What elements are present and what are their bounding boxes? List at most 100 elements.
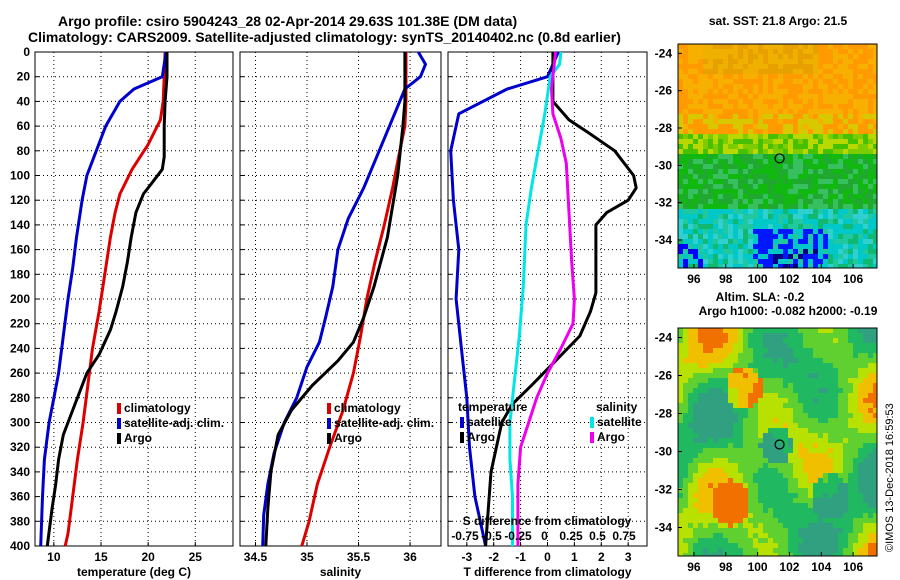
y-tick-label: 260 [10,366,30,380]
y-tick-label: 60 [17,119,31,133]
y-tick-label: 20 [17,70,31,84]
y-tick-label: 360 [10,490,30,504]
x-axis-label: salinity [320,565,362,579]
map-y-tick-label: -30 [655,445,673,459]
series-line-satellite-adj-clim- [39,51,168,547]
x-tick-label-salinity: 0.25 [559,529,583,543]
chart-title-line1: Argo profile: csiro 5904243_28 02-Apr-20… [58,13,518,29]
x-axis-label: T difference from climatology [463,565,631,579]
sla-map-title-line1: Altim. SLA: -0.2 [716,290,805,304]
legend-label: satellite-adj. clim. [334,416,434,430]
difference-profile-frame [447,51,648,547]
x-tick-label: 25 [189,550,203,564]
map-x-tick-label: 96 [687,560,701,574]
y-tick-label: 320 [10,440,30,454]
x-axis-label-salinity: S difference from climatology [463,514,632,528]
map-x-tick-label: 100 [748,272,768,286]
y-tick-label: 180 [10,267,30,281]
sla-map-image [678,328,879,559]
legend-label: satellite [467,415,512,429]
y-tick-label: 160 [10,243,30,257]
series-line-argo [45,52,169,547]
map-x-tick-label: 98 [719,272,733,286]
map-y-tick-label: -32 [655,196,673,210]
map-x-tick-label: 106 [843,560,863,574]
legend-label: Argo [124,431,152,445]
legend-label: satellite-adj. clim. [124,416,224,430]
series-line-temperature-satellite [449,51,560,547]
y-tick-label: 220 [10,317,30,331]
x-tick-label: 3 [625,550,632,564]
argo-location-marker [774,153,785,164]
x-tick-label: 2 [598,550,605,564]
x-tick-label: 36 [403,550,417,564]
series-line-salinity-satellite [508,51,563,546]
y-tick-label: 380 [10,514,30,528]
y-tick-label: 80 [17,144,31,158]
x-tick-label: -1 [515,550,526,564]
x-tick-label-salinity: -0.5 [481,529,502,543]
map-x-tick-label: 104 [811,272,831,286]
map-x-tick-label: 102 [779,560,799,574]
map-y-tick-label: -24 [655,331,673,345]
legend-label: climatology [334,401,401,415]
legend-label: Argo [467,430,495,444]
x-tick-label: 35 [300,550,314,564]
series-line-argo [264,52,407,547]
argo-location-marker [774,439,785,450]
y-tick-label: 280 [10,391,30,405]
legend-label: Argo [334,431,362,445]
map-x-tick-label: 102 [779,272,799,286]
x-tick-label-salinity: -0.25 [504,529,532,543]
map-x-tick-label: 96 [687,272,701,286]
y-tick-label: 400 [10,539,30,553]
y-tick-label: 40 [17,94,31,108]
series-line-climatology [63,51,167,547]
x-tick-label: 35.5 [347,550,371,564]
legend-label: satellite [597,415,642,429]
x-tick-label: 0 [544,550,551,564]
x-tick-label: 34.5 [244,550,268,564]
x-tick-label: 10 [47,550,61,564]
map-y-tick-label: -34 [655,521,673,535]
map-x-tick-label: 104 [811,560,831,574]
x-tick-label-salinity: 0.5 [589,529,606,543]
x-tick-label: 20 [141,550,155,564]
map-x-tick-label: 100 [748,560,768,574]
credit-text: ©IMOS 13-Dec-2018 16:59:53 [884,403,896,552]
map-y-tick-label: -28 [655,407,673,421]
map-y-tick-label: -26 [655,369,673,383]
map-y-tick-label: -32 [655,483,673,497]
map-y-tick-label: -28 [655,121,673,135]
x-tick-label: 15 [94,550,108,564]
y-tick-label: 200 [10,292,30,306]
y-tick-label: 240 [10,341,30,355]
map-y-tick-label: -26 [655,84,673,98]
y-tick-label: 120 [10,193,30,207]
sla-map-title-line2: Argo h1000: -0.082 h2000: -0.19 [699,304,878,318]
chart-title-line2: Climatology: CARS2009. Satellite-adjuste… [28,29,621,45]
x-tick-label-salinity: 0.75 [612,529,636,543]
x-axis-label: temperature (deg C) [77,565,191,579]
legend-label: Argo [597,430,625,444]
x-tick-label: -2 [488,550,499,564]
map-y-tick-label: -30 [655,158,673,172]
map-x-tick-label: 106 [843,272,863,286]
x-tick-label: -3 [461,550,472,564]
x-tick-label-salinity: 0 [541,529,548,543]
x-tick-label-salinity: -0.75 [451,529,479,543]
map-y-tick-label: -24 [655,46,673,60]
x-tick-label: 1 [571,550,578,564]
legend-label: climatology [124,401,191,415]
sst-map-image [678,44,879,270]
sst-map-title: sat. SST: 21.8 Argo: 21.5 [709,14,848,28]
y-tick-label: 340 [10,465,30,479]
series-line-temperature-argo [484,52,638,547]
series-line-salinity-argo [516,51,576,546]
map-x-tick-label: 98 [719,560,733,574]
map-y-tick-label: -34 [655,233,673,247]
legend-title-salinity: salinity [596,400,638,414]
y-tick-label: 300 [10,416,30,430]
y-tick-label: 100 [10,169,30,183]
